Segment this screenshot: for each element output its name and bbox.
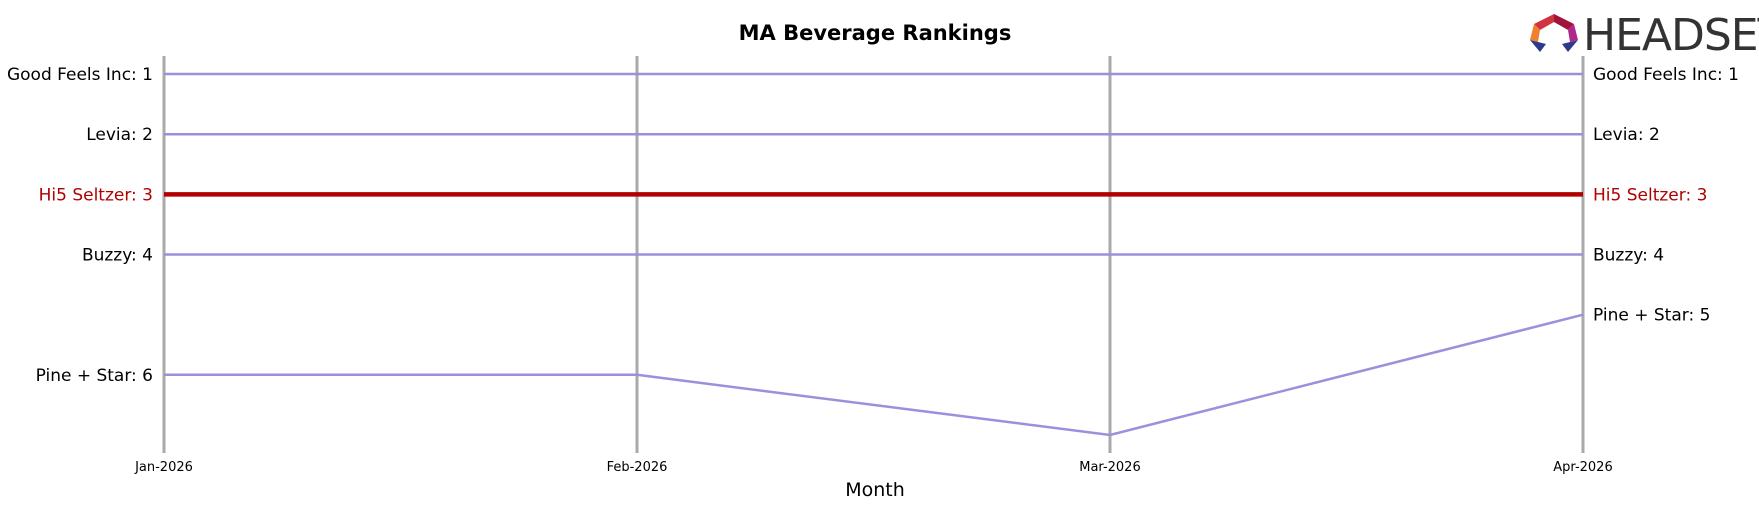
x-tick-label: Apr-2026 [1553,460,1612,475]
end-label-hi5-seltzer: Hi5 Seltzer: 3 [1593,185,1707,205]
x-axis-label: Month [845,479,905,501]
start-label-pine-star: Pine + Star: 6 [36,366,153,386]
end-label-good-feels-inc: Good Feels Inc: 1 [1593,65,1739,85]
series-line-pine-star [164,313,1584,437]
series-lines [164,72,1584,437]
chart-title: MA Beverage Rankings [739,21,1012,45]
end-label-levia: Levia: 2 [1593,125,1660,145]
end-label-buzzy: Buzzy: 4 [1593,246,1664,266]
series-labels: Good Feels Inc: 1 Good Feels Inc: 1 Levia:… [7,65,1739,386]
headset-logo-text: HEADSET [1583,10,1759,61]
headset-logo: HEADSET [1530,10,1759,61]
headset-logo-mark [1530,14,1578,52]
start-label-levia: Levia: 2 [86,125,153,145]
start-label-buzzy: Buzzy: 4 [82,246,153,266]
start-label-good-feels-inc: Good Feels Inc: 1 [7,65,153,85]
x-axis-ticks: Jan-2026 Feb-2026 Mar-2026 Apr-2026 [134,460,1613,475]
x-tick-label: Jan-2026 [134,460,193,475]
x-tick-label: Mar-2026 [1079,460,1140,475]
x-tick-label: Feb-2026 [607,460,668,475]
end-label-pine-star: Pine + Star: 5 [1593,306,1710,326]
start-label-hi5-seltzer: Hi5 Seltzer: 3 [39,185,153,205]
